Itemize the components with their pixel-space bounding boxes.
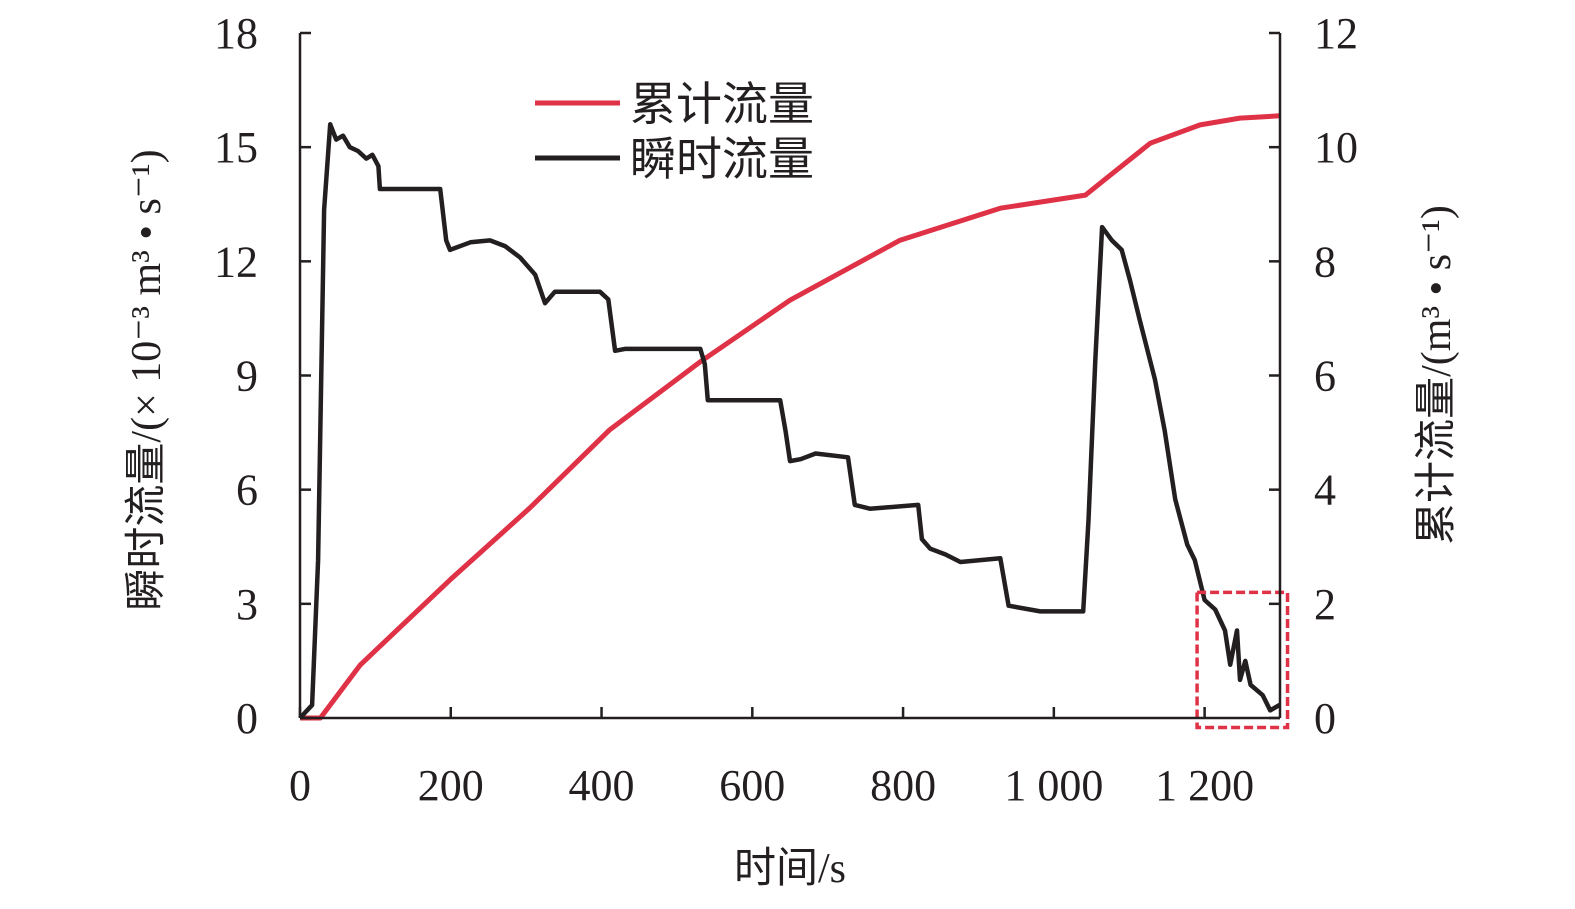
y-right-tick-label: 8: [1314, 237, 1336, 286]
y-left-tick-label: 15: [214, 123, 258, 172]
legend: 累计流量 瞬时流量: [535, 79, 814, 185]
y-left-axis-title: 瞬时流量/(× 10⁻³ m³ • s⁻¹): [124, 149, 170, 610]
x-tick-label: 200: [418, 761, 484, 810]
x-tick-label: 0: [289, 761, 311, 810]
x-tick-label: 1 000: [1004, 761, 1103, 810]
legend-label-instant: 瞬时流量: [630, 134, 814, 185]
y-right-tick-label: 10: [1314, 123, 1358, 172]
y-left-tick-label: 12: [214, 237, 258, 286]
series-line-cumulative-flow: [300, 113, 1281, 721]
y-left-tick-label: 3: [236, 580, 258, 629]
x-tick-label: 800: [870, 761, 936, 810]
y-left-tick-label: 18: [214, 9, 258, 58]
x-tick-label: 400: [569, 761, 635, 810]
highlight-box: [1195, 590, 1290, 730]
y-right-tick-label: 6: [1314, 352, 1336, 401]
y-right-tick-label: 4: [1314, 466, 1336, 515]
y-left-tick-label: 6: [236, 466, 258, 515]
y-right-tick-label: 0: [1314, 694, 1336, 743]
legend-label-cumulative: 累计流量: [630, 79, 814, 130]
y-left-tick-label: 0: [236, 694, 258, 743]
x-axis-title: 时间/s: [734, 846, 846, 892]
y-right-tick-label: 2: [1314, 580, 1336, 629]
series-line-instant-flow: [298, 122, 1282, 720]
x-tick-label: 1 200: [1155, 761, 1254, 810]
y-left-tick-label: 9: [236, 352, 258, 401]
y-right-axis-title: 累计流量/(m³ • s⁻¹): [1414, 205, 1460, 545]
y-right-tick-label: 12: [1314, 9, 1358, 58]
x-tick-label: 600: [719, 761, 785, 810]
